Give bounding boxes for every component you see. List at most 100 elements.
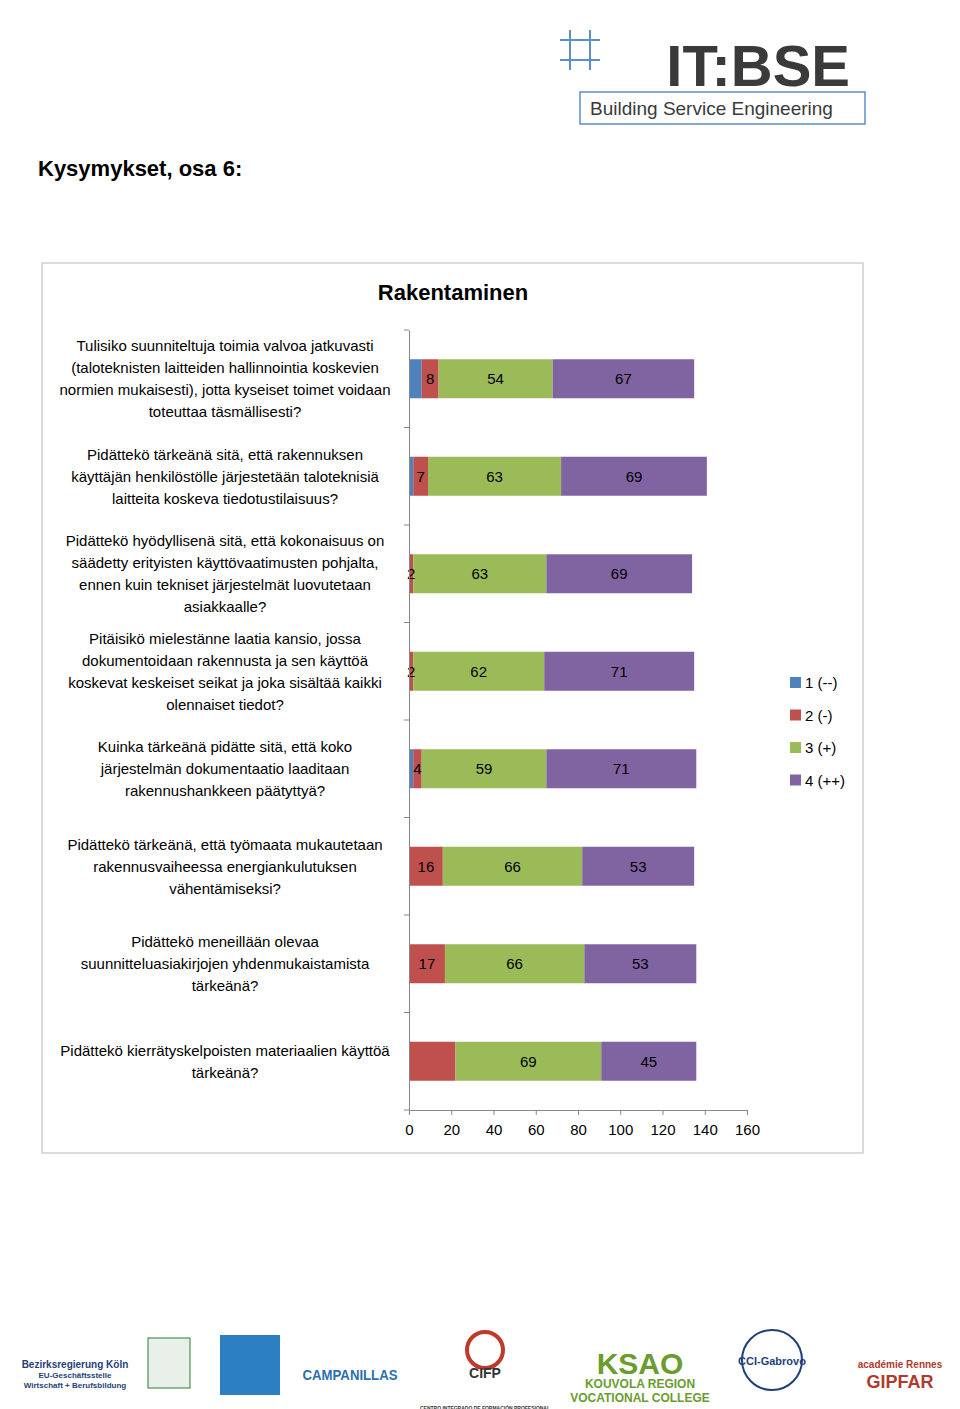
- logo-shape: [220, 1335, 280, 1395]
- footer-logo-text: académie Rennes: [858, 1359, 943, 1370]
- data-label: 8: [426, 370, 434, 387]
- x-tick-mark: [451, 1110, 452, 1115]
- bar-segment: [409, 847, 443, 886]
- x-tick-label: 100: [608, 1121, 633, 1138]
- bar-segment: [582, 847, 694, 886]
- bar-segment: [546, 749, 696, 788]
- x-tick: 0: [405, 1110, 413, 1138]
- data-label: 2: [407, 663, 415, 680]
- data-label: 66: [504, 858, 521, 875]
- chart-title: Rakentaminen: [378, 280, 528, 305]
- x-tick-mark: [578, 1110, 579, 1115]
- x-tick-mark: [663, 1110, 664, 1115]
- footer-logo-text: Wirtschaft + Berufsbildung: [24, 1381, 126, 1390]
- logo-subtitle: Building Service Engineering: [590, 98, 833, 119]
- page-heading: Kysymykset, osa 6:: [38, 156, 242, 181]
- x-tick-label: 40: [486, 1121, 503, 1138]
- x-tick-label: 60: [528, 1121, 545, 1138]
- footer-logo-text: KSAO: [597, 1347, 684, 1380]
- category-labels: Tulisiko suunniteltuja toimia valvoa jat…: [60, 337, 391, 1081]
- category-separator: [404, 720, 409, 721]
- data-label: 69: [520, 1053, 537, 1070]
- bar-segment: [561, 457, 707, 496]
- chart-frame: [42, 263, 863, 1153]
- category-separator: [404, 817, 409, 818]
- x-tick-label: 120: [650, 1121, 675, 1138]
- category-label: Tulisiko suunniteltuja toimia valvoa jat…: [60, 337, 391, 420]
- category-separator: [404, 525, 409, 526]
- legend-swatch: [790, 775, 801, 786]
- footer-logo-text: CENTRO INTEGRADO DE FORMACIÓN PROFESIONA…: [420, 1404, 550, 1409]
- data-label: 62: [470, 663, 487, 680]
- bar-segment: [428, 457, 561, 496]
- x-tick: 80: [570, 1110, 587, 1138]
- x-tick-label: 140: [693, 1121, 718, 1138]
- y-axis-line: [409, 331, 410, 1111]
- legend-label: 1 (--): [805, 674, 838, 691]
- bar-segment: [409, 944, 445, 983]
- bar-segment: [443, 847, 582, 886]
- category-label: Pidättekö hyödyllisenä sitä, että kokona…: [66, 532, 385, 615]
- category-separator: [404, 1110, 409, 1111]
- legend-label: 2 (-): [805, 707, 833, 724]
- data-label: 71: [611, 663, 628, 680]
- category-separator: [404, 330, 409, 331]
- category-separator: [404, 915, 409, 916]
- data-label: 53: [632, 955, 649, 972]
- legend-swatch: [790, 710, 801, 721]
- bar-segment: [422, 359, 439, 398]
- data-label: 67: [615, 370, 632, 387]
- category-label: Pidättekö tärkeänä sitä, että rakennukse…: [71, 446, 379, 507]
- bar-segment: [413, 554, 546, 593]
- x-tick-mark: [409, 1110, 410, 1115]
- bars: [409, 359, 707, 1081]
- x-tick-label: 160: [735, 1121, 760, 1138]
- category-label: Pidättekö meneillään olevaasuunnitteluas…: [81, 933, 370, 994]
- data-label: 7: [416, 468, 424, 485]
- x-tick-mark: [536, 1110, 537, 1115]
- bar-segment: [445, 944, 584, 983]
- data-label: 63: [471, 565, 488, 582]
- footer-logo-text: Bezirksregierung Köln: [22, 1359, 129, 1370]
- category-label: Pidättekö kierrätyskelpoisten materiaali…: [60, 1042, 390, 1081]
- bar-segment: [544, 652, 694, 691]
- page: IT:BSEBuilding Service Engineering Kysymy…: [0, 0, 960, 1409]
- y-axis: [404, 330, 410, 1111]
- category-label: Pitäisikö mielestänne laatia kansio, jos…: [68, 630, 381, 713]
- legend-label: 3 (+): [805, 739, 836, 756]
- x-tick: 100: [608, 1110, 633, 1138]
- data-label: 66: [506, 955, 523, 972]
- bar-segment: [439, 359, 553, 398]
- x-tick: 120: [650, 1110, 675, 1138]
- logo-shape: [148, 1338, 190, 1388]
- category-label: Kuinka tärkeänä pidätte sitä, että kokoj…: [98, 738, 352, 799]
- logo-title: IT:BSE: [666, 33, 850, 98]
- x-tick: 40: [486, 1110, 503, 1138]
- x-tick-mark: [494, 1110, 495, 1115]
- x-tick: 60: [528, 1110, 545, 1138]
- data-label: 2: [407, 565, 415, 582]
- data-labels: 8722416175463636259666669676969717153534…: [407, 370, 657, 1070]
- bar-segment: [584, 944, 696, 983]
- x-tick-label: 0: [405, 1121, 413, 1138]
- data-label: 71: [613, 760, 630, 777]
- bar-segment: [455, 1042, 601, 1081]
- legend-label: 4 (++): [805, 772, 845, 789]
- data-label: 59: [476, 760, 493, 777]
- data-label: 16: [418, 858, 435, 875]
- category-separator: [404, 1012, 409, 1013]
- data-label: 45: [640, 1053, 657, 1070]
- bar-segment: [409, 359, 422, 398]
- x-axis: 0 20 40 60 80 100 120 140 160: [405, 1110, 760, 1138]
- legend-swatch: [790, 742, 801, 753]
- data-label: 69: [626, 468, 643, 485]
- x-tick: 160: [735, 1110, 760, 1138]
- bar-segment: [413, 749, 421, 788]
- footer-logo-text: KOUVOLA REGION: [585, 1377, 695, 1391]
- x-tick: 20: [443, 1110, 460, 1138]
- bar-segment: [553, 359, 695, 398]
- x-tick-mark: [705, 1110, 706, 1115]
- category-separator: [404, 622, 409, 623]
- bar-segment: [413, 652, 544, 691]
- bar-segment: [601, 1042, 696, 1081]
